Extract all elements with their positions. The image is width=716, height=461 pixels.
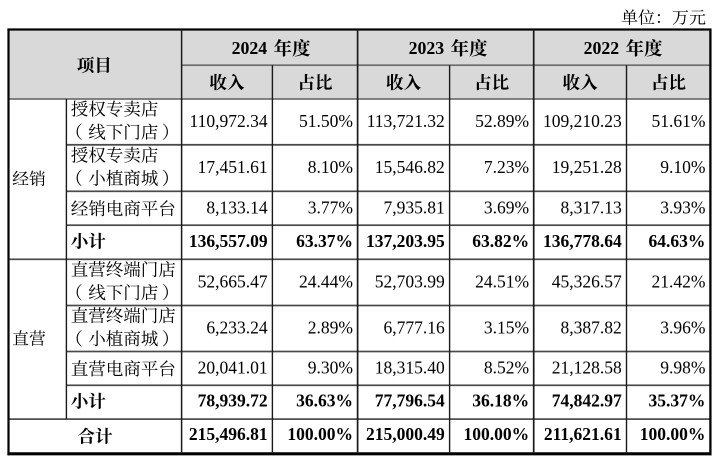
svg-text:100.00%: 100.00% (640, 424, 706, 444)
svg-text:20,041.01: 20,041.01 (198, 357, 268, 377)
svg-text:6,233.24: 6,233.24 (206, 318, 268, 338)
svg-text:78,939.72: 78,939.72 (198, 391, 268, 411)
svg-text:2022: 2022 (584, 38, 620, 58)
svg-text:113,721.32: 113,721.32 (367, 111, 445, 131)
svg-text:2023: 2023 (409, 38, 445, 58)
svg-text:52,665.47: 52,665.47 (198, 271, 268, 291)
svg-text:110,972.34: 110,972.34 (189, 111, 267, 131)
svg-text:19,251.28: 19,251.28 (552, 157, 622, 177)
svg-text:8.52%: 8.52% (484, 357, 529, 377)
svg-text:8.10%: 8.10% (308, 157, 353, 177)
svg-text:7.23%: 7.23% (484, 157, 529, 177)
svg-text:24.44%: 24.44% (299, 271, 353, 291)
svg-text:3.77%: 3.77% (308, 197, 353, 217)
svg-text:52.89%: 52.89% (475, 111, 529, 131)
svg-text:8,133.14: 8,133.14 (206, 197, 268, 217)
svg-text:17,451.61: 17,451.61 (198, 157, 268, 177)
svg-text:211,621.61: 211,621.61 (544, 424, 622, 444)
svg-text:3.93%: 3.93% (660, 197, 705, 217)
svg-text:3.96%: 3.96% (660, 318, 705, 338)
svg-text:100.00%: 100.00% (287, 424, 353, 444)
svg-text:136,557.09: 136,557.09 (189, 231, 268, 251)
svg-text:9.10%: 9.10% (660, 157, 705, 177)
svg-text:3.15%: 3.15% (484, 318, 529, 338)
svg-text:36.63%: 36.63% (296, 391, 353, 411)
svg-text:15,546.82: 15,546.82 (375, 157, 445, 177)
svg-text:136,778.64: 136,778.64 (543, 231, 622, 251)
svg-text:8,317.13: 8,317.13 (560, 197, 622, 217)
svg-text:3.69%: 3.69% (484, 197, 529, 217)
svg-text:109,210.23: 109,210.23 (543, 111, 622, 131)
svg-text:24.51%: 24.51% (475, 271, 529, 291)
svg-text:63.82%: 63.82% (472, 231, 529, 251)
svg-text:18,315.40: 18,315.40 (375, 357, 445, 377)
svg-text:51.61%: 51.61% (651, 111, 705, 131)
svg-text:45,326.57: 45,326.57 (552, 271, 622, 291)
svg-text:63.37%: 63.37% (296, 231, 353, 251)
svg-text:215,000.49: 215,000.49 (366, 424, 445, 444)
svg-text:51.50%: 51.50% (299, 111, 353, 131)
svg-text:21.42%: 21.42% (651, 271, 705, 291)
svg-text:100.00%: 100.00% (463, 424, 529, 444)
svg-text:9.30%: 9.30% (308, 357, 353, 377)
svg-text:74,842.97: 74,842.97 (552, 391, 622, 411)
svg-text:6,777.16: 6,777.16 (384, 318, 446, 338)
svg-text:8,387.82: 8,387.82 (560, 318, 621, 338)
svg-text:52,703.99: 52,703.99 (375, 271, 445, 291)
svg-text:7,935.81: 7,935.81 (384, 197, 445, 217)
svg-text:35.37%: 35.37% (649, 391, 706, 411)
svg-text:9.98%: 9.98% (660, 357, 705, 377)
svg-text:21,128.58: 21,128.58 (552, 357, 622, 377)
svg-text:215,496.81: 215,496.81 (189, 424, 268, 444)
svg-text:137,203.95: 137,203.95 (366, 231, 445, 251)
svg-text:64.63%: 64.63% (649, 231, 706, 251)
svg-text:36.18%: 36.18% (472, 391, 529, 411)
svg-text:2024: 2024 (232, 38, 268, 58)
svg-text:2.89%: 2.89% (308, 318, 353, 338)
svg-text:77,796.54: 77,796.54 (375, 391, 445, 411)
